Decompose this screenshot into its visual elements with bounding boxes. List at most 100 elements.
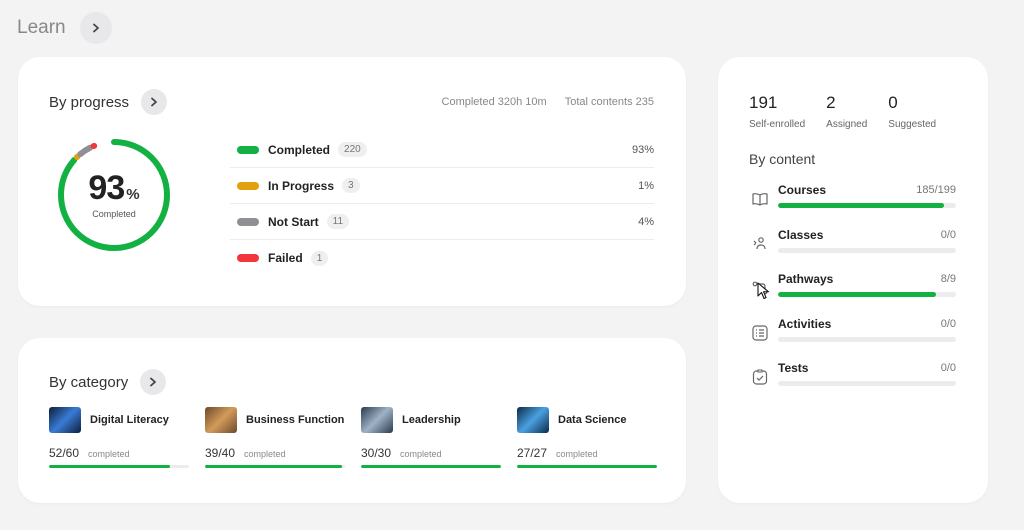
- donut-chart: [58, 139, 170, 251]
- content-progress-bar: [778, 203, 956, 208]
- content-progress-bar: [778, 381, 956, 386]
- content-progress-fill: [778, 292, 937, 297]
- category-count: 52/60: [49, 446, 80, 460]
- status-pill-completed: [237, 145, 259, 154]
- chevron-right-icon: [151, 97, 157, 107]
- content-row-tests[interactable]: Tests 0/0: [751, 361, 956, 406]
- status-count: 220: [338, 142, 367, 157]
- content-label: Classes: [778, 227, 824, 242]
- category-progress-fill: [205, 465, 342, 468]
- category-item-leadership[interactable]: Leadership 30/30 completed: [361, 407, 501, 468]
- mouse-cursor-icon: [757, 282, 770, 300]
- category-thumbnail: [361, 407, 393, 433]
- content-row-pathways[interactable]: Pathways 8/9: [751, 272, 956, 317]
- chevron-right-icon: [150, 377, 157, 387]
- status-row-failed[interactable]: Failed 1: [230, 240, 654, 276]
- donut-percent: 93: [88, 169, 125, 207]
- content-row-activities[interactable]: Activities 0/0: [751, 317, 956, 362]
- enroll-self[interactable]: 191 Self-enrolled: [749, 93, 805, 130]
- category-progress-bar: [205, 465, 345, 468]
- enroll-label: Suggested: [888, 119, 937, 130]
- enroll-label: Assigned: [826, 119, 868, 130]
- content-value: 0/0: [940, 228, 956, 241]
- book-icon: [751, 190, 769, 208]
- content-label: Tests: [778, 361, 809, 375]
- content-list: Courses 185/199 Classes 0/0 Pathways 8/9: [751, 183, 956, 406]
- donut-center: 93% Completed: [56, 169, 172, 219]
- status-label: In Progress: [268, 178, 335, 193]
- enroll-label: Self-enrolled: [749, 119, 806, 130]
- category-thumbnail: [205, 407, 237, 433]
- category-item-data-science[interactable]: Data Science 27/27 completed: [517, 407, 657, 468]
- category-progress-fill: [49, 465, 171, 468]
- category-name: Leadership: [402, 414, 461, 426]
- status-percent: 1%: [638, 179, 654, 192]
- category-progress-bar: [361, 465, 501, 468]
- category-count: 27/27: [517, 446, 548, 460]
- content-progress-bar: [778, 292, 956, 297]
- status-row-completed[interactable]: Completed 220 93%: [230, 132, 654, 168]
- chevron-right-icon: [92, 23, 99, 33]
- status-pill-failed: [237, 254, 259, 262]
- status-pill-in-progress: [237, 181, 259, 190]
- content-value: 185/199: [916, 184, 956, 196]
- status-label: Completed: [268, 142, 331, 157]
- status-list: Completed 220 93% In Progress 3 1% Not S…: [230, 132, 654, 276]
- category-name: Data Science: [558, 414, 627, 426]
- category-count: 30/30: [361, 446, 392, 460]
- enroll-suggested[interactable]: 0 Suggested: [888, 93, 936, 130]
- category-item-digital-literacy[interactable]: Digital Literacy 52/60 completed: [49, 407, 189, 468]
- enroll-number: 0: [888, 93, 898, 112]
- status-row-not-start[interactable]: Not Start 11 4%: [230, 204, 654, 240]
- enroll-number: 191: [749, 93, 778, 112]
- status-label: Failed: [268, 251, 303, 265]
- enroll-assigned[interactable]: 2 Assigned: [826, 93, 867, 130]
- enrollment-card: 191 Self-enrolled 2 Assigned 0 Suggested…: [718, 57, 988, 503]
- progress-summary: Completed 320h 10m Total contents 235: [442, 96, 654, 108]
- progress-card-title: By progress: [49, 93, 130, 111]
- test-icon: [751, 368, 769, 386]
- progress-expand-button[interactable]: [141, 89, 168, 115]
- category-card-header: By category: [49, 369, 167, 395]
- content-row-classes[interactable]: Classes 0/0: [751, 228, 956, 273]
- progress-card-header: By progress: [49, 89, 168, 115]
- content-progress-fill: [778, 203, 944, 208]
- category-done-label: completed: [88, 449, 130, 459]
- category-card-title: By category: [49, 373, 129, 391]
- category-done-label: completed: [400, 449, 442, 459]
- category-progress-fill: [517, 465, 657, 468]
- progress-card: By progress Completed 320h 10m Total con…: [18, 57, 686, 306]
- content-row-courses[interactable]: Courses 185/199: [751, 183, 956, 228]
- category-progress-fill: [361, 465, 501, 468]
- content-label: Pathways: [778, 272, 834, 286]
- completed-hours: Completed 320h 10m: [441, 96, 547, 108]
- status-label: Not Start: [268, 214, 319, 229]
- total-contents: Total contents 235: [564, 96, 654, 108]
- progress-donut: 93% Completed: [56, 137, 172, 253]
- status-row-in-progress[interactable]: In Progress 3 1%: [230, 168, 654, 204]
- category-expand-button[interactable]: [140, 369, 167, 395]
- donut-segment-completed: [58, 139, 170, 251]
- category-item-business-function[interactable]: Business Function 39/40 completed: [205, 407, 345, 468]
- page-title: Learn: [17, 17, 66, 38]
- status-pill-not-start: [237, 217, 259, 226]
- learn-expand-button[interactable]: [79, 12, 112, 44]
- category-name: Business Function: [246, 414, 345, 426]
- donut-percent-sign: %: [126, 186, 140, 203]
- content-value: 0/0: [940, 317, 956, 330]
- content-value: 8/9: [940, 273, 956, 285]
- category-thumbnail: [49, 407, 81, 433]
- content-label: Activities: [778, 316, 832, 331]
- category-thumbnail: [517, 407, 549, 433]
- status-percent: 93%: [631, 143, 654, 156]
- category-progress-bar: [517, 465, 657, 468]
- donut-label: Completed: [92, 209, 136, 219]
- category-done-label: completed: [244, 449, 286, 459]
- enrollment-stats: 191 Self-enrolled 2 Assigned 0 Suggested: [749, 93, 936, 130]
- category-name: Digital Literacy: [90, 414, 169, 426]
- content-progress-bar: [778, 247, 956, 253]
- status-count: 11: [326, 214, 350, 229]
- enroll-number: 2: [826, 93, 836, 112]
- category-done-label: completed: [556, 449, 598, 459]
- by-content-title: By content: [749, 151, 816, 167]
